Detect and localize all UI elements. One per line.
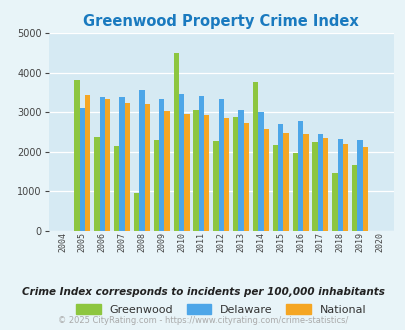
Bar: [193, 110, 198, 231]
Title: Greenwood Property Crime Index: Greenwood Property Crime Index: [83, 14, 358, 29]
Bar: [204, 115, 209, 231]
Bar: [351, 165, 356, 231]
Bar: [153, 140, 159, 231]
Bar: [99, 97, 104, 231]
Bar: [252, 82, 258, 231]
Bar: [283, 133, 288, 231]
Legend: Greenwood, Delaware, National: Greenwood, Delaware, National: [72, 300, 370, 319]
Bar: [331, 173, 337, 231]
Bar: [134, 193, 139, 231]
Bar: [79, 108, 85, 231]
Bar: [263, 129, 268, 231]
Bar: [277, 124, 283, 231]
Bar: [74, 80, 79, 231]
Bar: [139, 90, 144, 231]
Bar: [258, 112, 263, 231]
Bar: [337, 139, 342, 231]
Bar: [173, 53, 179, 231]
Bar: [198, 96, 204, 231]
Text: Crime Index corresponds to incidents per 100,000 inhabitants: Crime Index corresponds to incidents per…: [21, 287, 384, 297]
Bar: [85, 95, 90, 231]
Bar: [272, 146, 277, 231]
Bar: [184, 114, 189, 231]
Bar: [232, 117, 238, 231]
Bar: [114, 146, 119, 231]
Bar: [179, 94, 184, 231]
Bar: [311, 142, 317, 231]
Bar: [104, 99, 110, 231]
Bar: [159, 99, 164, 231]
Bar: [119, 97, 124, 231]
Bar: [243, 123, 249, 231]
Bar: [356, 140, 362, 231]
Bar: [124, 103, 130, 231]
Bar: [144, 104, 149, 231]
Bar: [238, 110, 243, 231]
Bar: [297, 121, 303, 231]
Bar: [292, 153, 297, 231]
Bar: [317, 134, 322, 231]
Bar: [224, 118, 229, 231]
Bar: [342, 144, 347, 231]
Bar: [164, 111, 169, 231]
Bar: [213, 141, 218, 231]
Text: © 2025 CityRating.com - https://www.cityrating.com/crime-statistics/: © 2025 CityRating.com - https://www.city…: [58, 315, 347, 325]
Bar: [362, 148, 367, 231]
Bar: [322, 138, 328, 231]
Bar: [303, 134, 308, 231]
Bar: [218, 99, 224, 231]
Bar: [94, 137, 99, 231]
